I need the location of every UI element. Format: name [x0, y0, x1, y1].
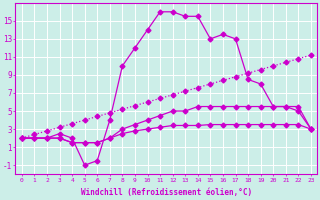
X-axis label: Windchill (Refroidissement éolien,°C): Windchill (Refroidissement éolien,°C)	[81, 188, 252, 197]
